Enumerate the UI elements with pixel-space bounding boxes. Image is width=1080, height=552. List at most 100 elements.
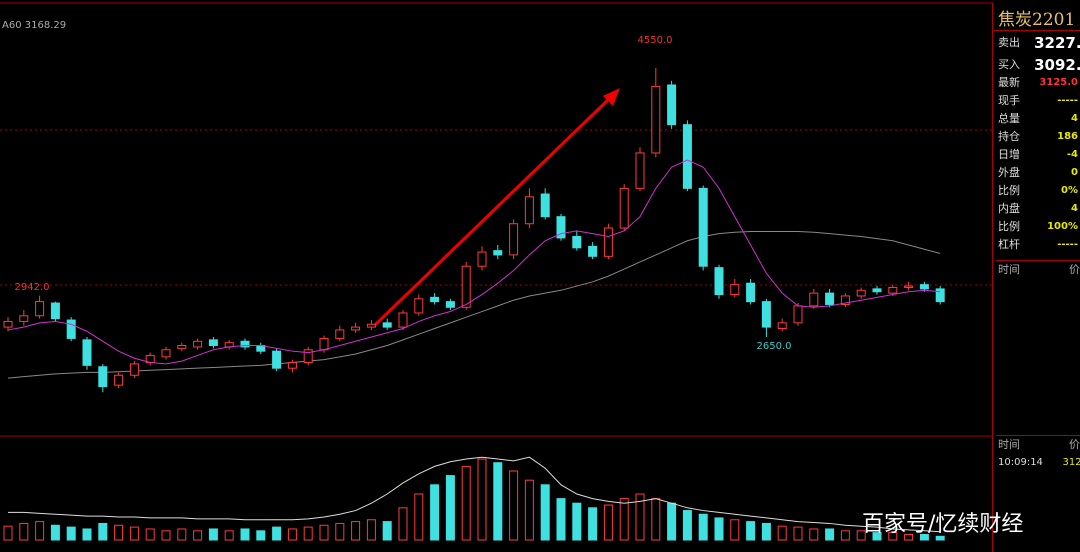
volume-bar: [777, 525, 787, 541]
quote-label: 比例: [998, 184, 1020, 197]
candle-body: [114, 374, 124, 386]
volume-bar: [66, 526, 76, 541]
candle-body: [698, 187, 708, 267]
candle-body: [208, 339, 218, 347]
candle-body: [319, 337, 329, 351]
quote-row: 外盘 0: [996, 164, 1080, 182]
list-header: 时间 价: [996, 260, 1080, 279]
candle-body: [777, 322, 787, 330]
volume-bar: [82, 528, 92, 541]
volume-bar: [556, 498, 566, 541]
volume-bar: [114, 524, 124, 541]
volume-bar: [414, 493, 424, 541]
quote-row: 买入 3092.5: [996, 56, 1080, 74]
quote-value: 4: [1071, 203, 1078, 214]
candle-body: [919, 284, 929, 290]
candle-body: [888, 286, 898, 294]
arrow-head: [603, 88, 620, 106]
candle-body: [161, 349, 171, 358]
volume-bar: [682, 510, 692, 541]
volume-bar: [161, 530, 171, 541]
quote-label: 内盘: [998, 202, 1020, 215]
quote-value: 186: [1057, 131, 1078, 142]
candle-body: [3, 320, 13, 328]
ma-long: [7, 231, 941, 379]
volume-bar: [50, 524, 60, 541]
volume-bar: [366, 519, 376, 541]
candle-body: [477, 251, 487, 267]
divider: [994, 30, 1080, 31]
chart: A60 3168.29 4550.0 2942.0 2650.0: [0, 2, 993, 552]
tick-header: 时间 价: [996, 435, 1080, 454]
volume-bar: [667, 502, 677, 541]
header-cell: 时间: [998, 263, 1020, 276]
candle-body: [619, 187, 629, 229]
candle-body: [667, 84, 677, 126]
candle-body: [461, 265, 471, 308]
quote-panel: 焦炭2201 卖出 3227.0 买入 3092.5 最新 3125.0 现手 ----- 总量…: [994, 5, 1080, 552]
candle-body: [556, 216, 566, 239]
quote-label: 总量: [998, 112, 1020, 125]
open-interest: [8, 456, 941, 533]
candle-body: [35, 301, 45, 317]
candle-body: [82, 339, 92, 366]
candle-body: [635, 152, 645, 189]
volume-bar: [698, 513, 708, 541]
quote-label: 外盘: [998, 166, 1020, 179]
candle-body: [761, 301, 771, 328]
volume-bar: [193, 530, 203, 541]
quote-row: 比例 0%: [996, 182, 1080, 200]
candle-body: [335, 329, 345, 339]
quote-value: -----: [1057, 95, 1078, 106]
quote-row: 现手 -----: [996, 92, 1080, 110]
tick-time: 10:09:14: [998, 457, 1043, 468]
candle-body: [445, 301, 455, 308]
quote-value: -4: [1066, 149, 1078, 160]
quote-label: 杠杆: [998, 238, 1020, 251]
volume-bar: [856, 530, 866, 541]
candle-body: [240, 340, 250, 348]
volume-bar: [303, 526, 313, 541]
quote-value: 3092.5: [1034, 56, 1080, 74]
candle-body: [129, 363, 139, 376]
volume-bar: [430, 484, 440, 541]
candle-body: [351, 326, 361, 331]
candle-body: [414, 298, 424, 314]
volume-bar: [224, 530, 234, 541]
volume-bar: [382, 521, 392, 541]
trend-arrow: [373, 94, 614, 327]
candle-body: [682, 124, 692, 189]
candle-body: [287, 362, 297, 369]
volume-bar: [919, 533, 929, 541]
volume-bar: [793, 526, 803, 541]
volume-bar: [445, 475, 455, 541]
volume-bar: [872, 532, 882, 541]
quote-value: 0: [1071, 167, 1078, 178]
volume-bar: [35, 521, 45, 541]
volume-bar: [461, 465, 471, 541]
annotation: 2942.0: [15, 282, 50, 293]
volume-bar: [730, 519, 740, 541]
volume-bar: [319, 524, 329, 541]
quote-value: 4: [1071, 113, 1078, 124]
volume-bar: [129, 526, 139, 541]
volume-bar: [177, 528, 187, 541]
volume-bar: [761, 522, 771, 541]
candle-body: [825, 292, 835, 305]
header-cell: 价: [1069, 263, 1080, 276]
watermark: 百家号/忆续财经: [862, 512, 1024, 537]
ma-label: A60 3168.29: [2, 20, 66, 31]
quote-label: 持仓: [998, 130, 1020, 143]
candle-body: [730, 284, 740, 296]
candle-body: [430, 296, 440, 303]
candle-body: [572, 235, 582, 249]
volume-bar: [98, 522, 108, 541]
candle-body: [904, 285, 914, 288]
candle-body: [193, 340, 203, 348]
candle-body: [714, 267, 724, 296]
candle-body: [540, 193, 550, 218]
candle-body: [272, 350, 282, 369]
quote-value: 3227.0: [1034, 34, 1080, 52]
volume-bar: [19, 522, 29, 541]
candle-body: [509, 223, 519, 256]
